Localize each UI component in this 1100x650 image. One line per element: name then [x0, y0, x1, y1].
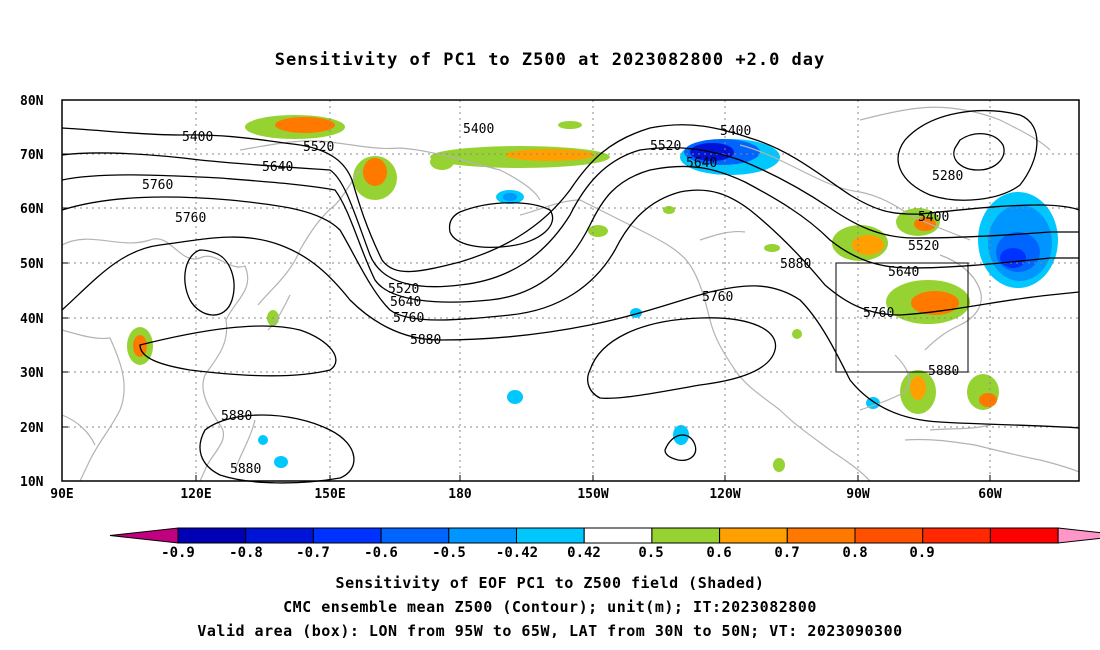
contour-label: 5760	[175, 211, 206, 226]
colorbar-label: -0.5	[432, 545, 466, 561]
colorbar-label: 0.7	[774, 545, 799, 561]
colorbar-label: -0.8	[229, 545, 263, 561]
lon-label: 150W	[577, 487, 608, 502]
contour-label: 5520	[908, 239, 939, 254]
colorbar-swatch	[786, 527, 856, 544]
contour-label: 5280	[932, 169, 963, 184]
contour-label: 5880	[928, 364, 959, 379]
map-title: Sensitivity of PC1 to Z500 at 2023082800…	[274, 50, 826, 70]
contour-labels: 5400 5400 5400 5400 5520 5520 5520 5520 …	[142, 122, 963, 477]
contour-label: 5520	[650, 139, 681, 154]
colorbar-label: -0.42	[496, 545, 538, 561]
lat-label: 40N	[20, 312, 44, 327]
colorbar-swatch	[312, 527, 382, 544]
contour-label: 5400	[463, 122, 494, 137]
caption-line-2: CMC ensemble mean Z500 (Contour); unit(m…	[283, 598, 817, 616]
lat-label: 30N	[20, 366, 44, 381]
colorbar-swatch	[380, 527, 450, 544]
contour-label: 5880	[780, 257, 811, 272]
contour-label: 5760	[702, 290, 733, 305]
contour-label: 5760	[863, 306, 894, 321]
lon-label: 120E	[180, 487, 211, 502]
lat-label: 60N	[20, 202, 44, 217]
colorbar-swatch	[854, 527, 924, 544]
lat-label: 10N	[20, 475, 44, 490]
z500-contours	[61, 110, 1080, 484]
colorbar-swatch	[583, 527, 653, 544]
colorbar-arrow-low	[109, 527, 179, 544]
lon-label: 150E	[314, 487, 345, 502]
contour-label: 5640	[888, 265, 919, 280]
caption-line-3: Valid area (box): LON from 95W to 65W, L…	[197, 622, 903, 640]
latitude-labels: 80N 70N 60N 50N 40N 30N 20N 10N	[20, 94, 44, 490]
colorbar-label: -0.6	[364, 545, 398, 561]
caption-line-1: Sensitivity of EOF PC1 to Z500 field (Sh…	[335, 574, 765, 592]
colorbar-arrow-high	[1057, 527, 1100, 544]
lon-label: 60W	[978, 487, 1002, 502]
longitude-labels: 90E 120E 150E 180 150W 120W 90W 60W	[50, 487, 1002, 502]
colorbar-label: 0.9	[909, 545, 934, 561]
axis-ticks	[62, 153, 991, 481]
contour-label: 5640	[390, 295, 421, 310]
contour-label: 5520	[303, 140, 334, 155]
lat-label: 20N	[20, 421, 44, 436]
lat-label: 50N	[20, 257, 44, 272]
contour-label: 5400	[720, 124, 751, 139]
contour-label: 5520	[388, 282, 419, 297]
colorbar-label: 0.8	[842, 545, 867, 561]
lon-label: 120W	[709, 487, 740, 502]
contour-label: 5400	[182, 130, 213, 145]
colorbar-swatch	[989, 527, 1059, 544]
contour-label: 5760	[393, 311, 424, 326]
valid-area-box	[835, 262, 969, 373]
coastlines	[61, 106, 1080, 482]
contour-label: 5760	[142, 178, 173, 193]
colorbar-swatch	[516, 527, 585, 544]
contour-label: 5400	[918, 210, 949, 225]
lon-label: 90E	[50, 487, 73, 502]
colorbar-label: -0.7	[296, 545, 330, 561]
contour-label: 5880	[230, 462, 261, 477]
colorbar-label: 0.42	[567, 545, 601, 561]
lat-label: 80N	[20, 94, 44, 109]
lon-label: 180	[448, 487, 472, 502]
colorbar	[109, 527, 1100, 544]
colorbar-swatch	[177, 527, 247, 544]
colorbar-labels: -0.9 -0.8 -0.7 -0.6 -0.5 -0.42 0.42 0.5 …	[161, 545, 935, 561]
contour-label: 5640	[686, 156, 717, 171]
colorbar-swatch	[922, 527, 991, 544]
contour-label: 5880	[221, 409, 252, 424]
contour-label: 5640	[262, 160, 293, 175]
contour-label: 5880	[410, 333, 441, 348]
lat-label: 70N	[20, 148, 44, 163]
colorbar-swatch	[448, 527, 517, 544]
colorbar-swatch	[245, 527, 314, 544]
colorbar-label: -0.9	[161, 545, 195, 561]
colorbar-label: 0.6	[706, 545, 731, 561]
map-frame	[61, 99, 1080, 482]
colorbar-swatch	[719, 527, 788, 544]
colorbar-swatch	[651, 527, 721, 544]
colorbar-label: 0.5	[638, 545, 663, 561]
lon-label: 90W	[846, 487, 870, 502]
sensitivity-shading	[127, 115, 1058, 472]
